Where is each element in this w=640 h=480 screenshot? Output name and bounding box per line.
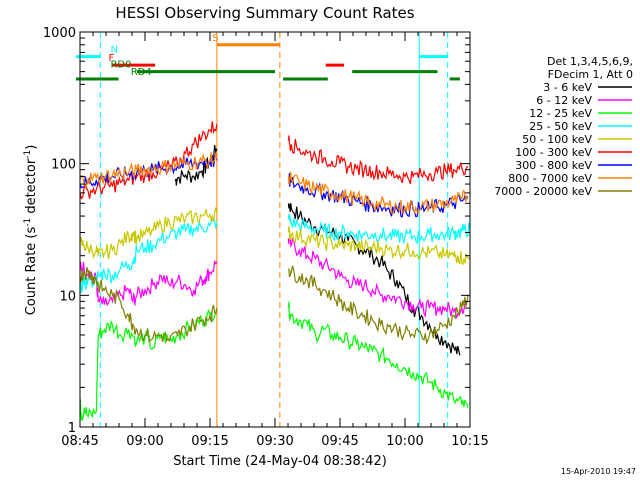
- legend-header-line: FDecim 1, Att 0: [548, 68, 633, 81]
- status-bar-label-rd4: RD4: [131, 67, 152, 78]
- x-tick-label: 10:00: [386, 434, 423, 449]
- y-tick-label: 100: [51, 158, 76, 173]
- x-tick-label: 09:00: [126, 434, 163, 449]
- x-tick-label: 10:15: [451, 434, 488, 449]
- status-bar-label-n: N: [110, 45, 117, 56]
- plot-frame: [79, 31, 471, 428]
- footer-date: 15-Apr-2010 19:47: [561, 467, 636, 476]
- y-axis: 1 10 100 1000: [43, 26, 470, 436]
- legend-entry-label: 7000 - 20000 keV: [494, 185, 592, 198]
- x-tick-label: 09:45: [321, 434, 358, 449]
- y-tick-label: 1000: [43, 26, 76, 41]
- legend-entry-label: 100 - 300 keV: [515, 146, 592, 159]
- legend: Det 1,3,4,5,6,9,FDecim 1, Att 03 - 6 keV…: [494, 55, 633, 198]
- series-line-4: [79, 206, 471, 266]
- status-bar-label-rd0: RD0: [110, 60, 131, 71]
- y-tick-label: 1: [68, 421, 76, 436]
- series-line-1: [79, 235, 469, 319]
- y-tick-label: 10: [59, 289, 76, 304]
- y-axis-label: Count Rate (s-1 detector-1): [23, 145, 39, 316]
- series-line-3: [79, 213, 471, 293]
- legend-entry-label: 50 - 100 keV: [522, 133, 592, 146]
- series-line-7: [79, 152, 469, 216]
- legend-entry-label: 3 - 6 keV: [543, 81, 592, 94]
- series-line-0: [174, 144, 461, 356]
- legend-entry-label: 12 - 25 keV: [529, 107, 592, 120]
- series-line-8: [79, 265, 469, 346]
- legend-entry-label: 800 - 7000 keV: [508, 172, 592, 185]
- x-tick-label: 09:15: [191, 434, 228, 449]
- legend-entry-label: 25 - 50 keV: [529, 120, 592, 133]
- x-tick-label: 08:45: [61, 434, 98, 449]
- chart-title: HESSI Observing Summary Count Rates: [115, 4, 414, 22]
- status-bar-label-s: S: [212, 33, 218, 44]
- legend-entry-label: 300 - 800 keV: [515, 159, 592, 172]
- series-line-5: [79, 121, 469, 200]
- legend-header-line: Det 1,3,4,5,6,9,: [547, 55, 633, 68]
- legend-entry-label: 6 - 12 keV: [536, 94, 592, 107]
- status-bar-label-f: F: [108, 53, 114, 64]
- x-axis: 08:45 09:00 09:15 09:30 09:45 10:00 10:15: [61, 32, 489, 449]
- series-line-2: [79, 301, 469, 421]
- x-axis-label: Start Time (24-May-04 08:38:42): [173, 454, 387, 469]
- x-tick-label: 09:30: [256, 434, 293, 449]
